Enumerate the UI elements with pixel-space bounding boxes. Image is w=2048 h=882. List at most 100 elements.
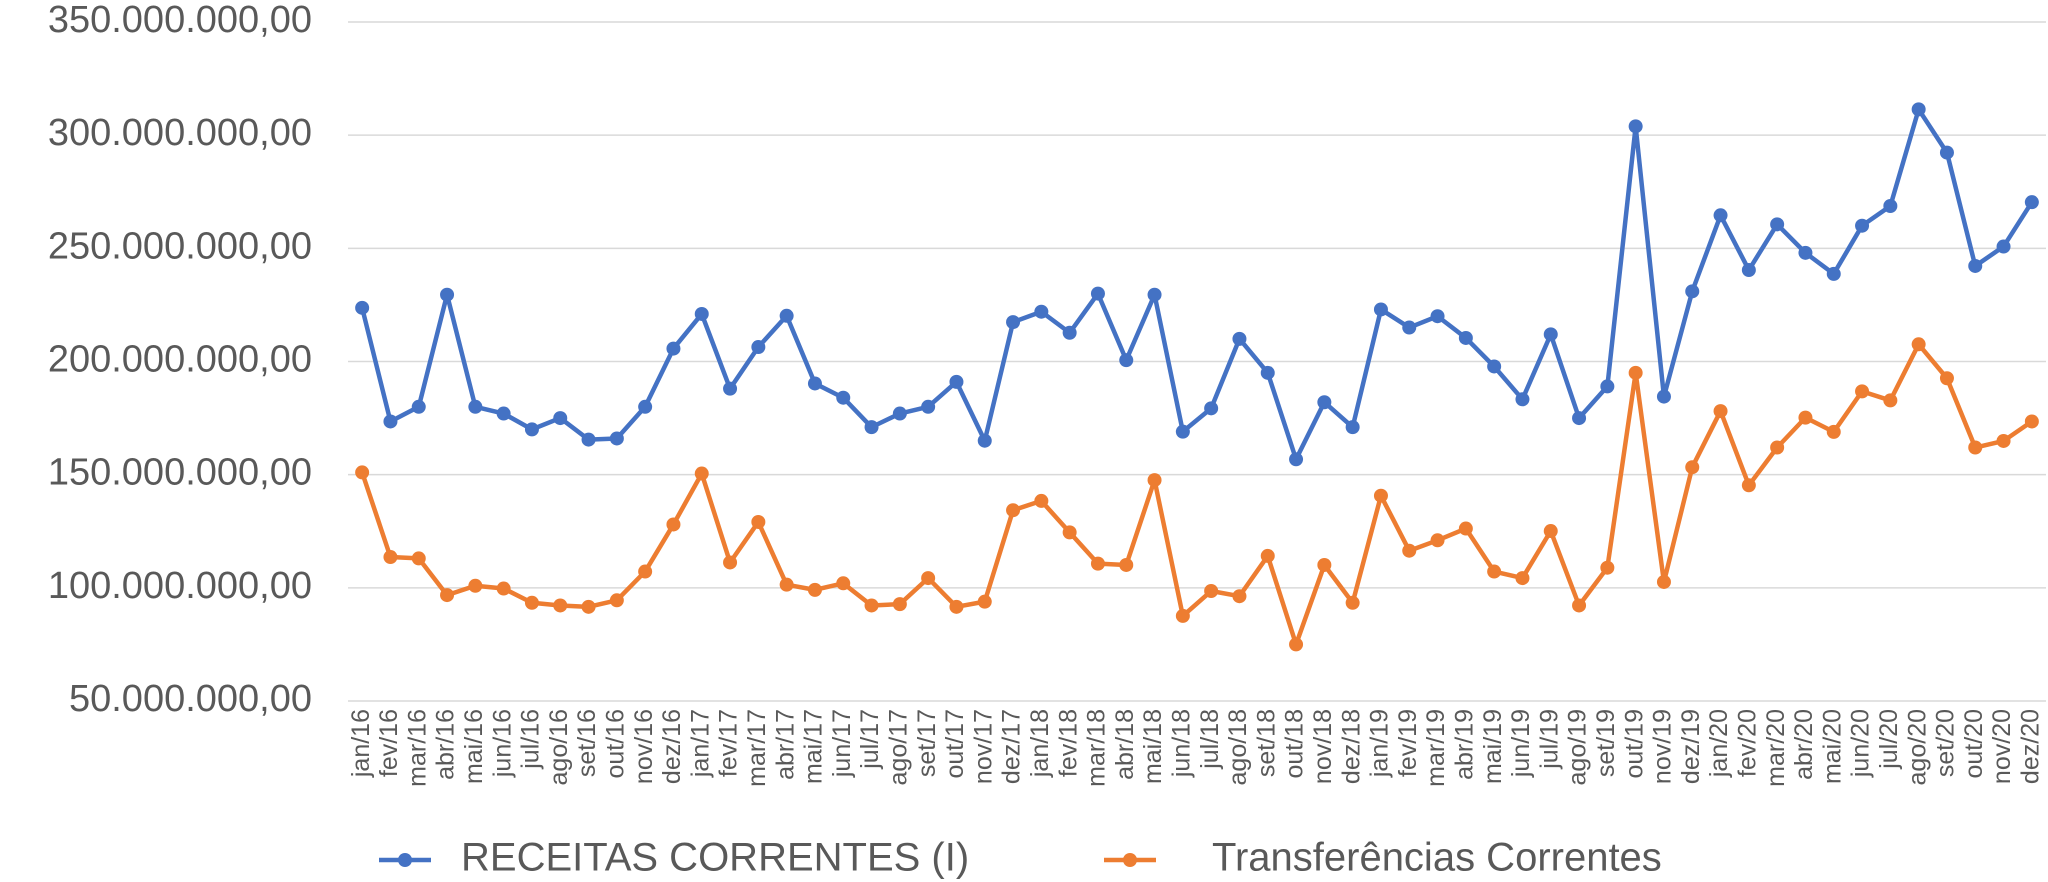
legend-label: Transferências Correntes (1212, 836, 1662, 880)
point (1260, 548, 1275, 563)
x-tick-label: ago/20 (1903, 709, 1931, 785)
point (609, 593, 624, 608)
point (468, 578, 483, 593)
point (949, 374, 964, 389)
x-tick-label: jan/19 (1366, 709, 1394, 778)
point (1006, 315, 1021, 330)
x-tick-label: jun/16 (488, 709, 516, 778)
x-tick-label: mar/19 (1422, 709, 1450, 787)
point (864, 598, 879, 613)
y-tick-label: 350.000.000,00 (48, 0, 312, 41)
y-tick-label: 100.000.000,00 (48, 565, 312, 607)
point (1373, 488, 1388, 503)
point (1204, 401, 1219, 416)
point (1515, 571, 1530, 586)
point (1883, 199, 1898, 214)
point (1770, 217, 1785, 232)
point (1090, 286, 1105, 301)
x-tick-label: jul/19 (1535, 709, 1563, 770)
point (383, 550, 398, 565)
point (836, 390, 851, 405)
point (1062, 325, 1077, 340)
point (411, 551, 426, 566)
point (779, 308, 794, 323)
x-tick-label: fev/17 (715, 709, 743, 777)
point (1883, 393, 1898, 408)
x-tick-label: nov/17 (969, 709, 997, 784)
point (1147, 287, 1162, 302)
point (1798, 245, 1813, 260)
point (1543, 327, 1558, 342)
x-tick-label: mai/18 (1139, 709, 1167, 784)
point (1317, 557, 1332, 572)
point (1487, 564, 1502, 579)
x-tick-label: fev/19 (1394, 709, 1422, 777)
point (1204, 584, 1219, 599)
x-tick-label: fev/18 (1054, 709, 1082, 777)
x-tick-label: mar/18 (1083, 709, 1111, 787)
x-tick-label: fev/20 (1733, 709, 1761, 777)
x-tick-label: nov/19 (1649, 709, 1677, 784)
x-tick-label: nov/16 (630, 709, 658, 784)
point (1968, 440, 1983, 455)
x-tick-label: ago/16 (545, 709, 573, 785)
point (807, 376, 822, 391)
point (1939, 371, 1954, 386)
point (1345, 420, 1360, 435)
x-tick-label: jul/17 (856, 709, 884, 770)
x-tick-label: out/17 (941, 709, 969, 779)
x-tick-label: out/16 (601, 709, 629, 779)
point (1175, 424, 1190, 439)
point (581, 599, 596, 614)
series-line (359, 107, 2034, 462)
point (1996, 239, 2011, 254)
x-tick-label: set/20 (1932, 709, 1960, 777)
x-tick-label: out/20 (1960, 709, 1988, 779)
x-tick-label: abr/17 (771, 709, 799, 780)
point (524, 595, 539, 610)
point (977, 594, 992, 609)
point (1656, 574, 1671, 589)
x-tick-label: jun/18 (1167, 709, 1195, 778)
point (2024, 414, 2039, 429)
point (609, 431, 624, 446)
point (1911, 337, 1926, 352)
point (1855, 218, 1870, 233)
point (807, 582, 822, 597)
point (1911, 102, 1926, 117)
x-tick-label: mar/17 (743, 709, 771, 787)
point (1628, 365, 1643, 380)
point (440, 588, 455, 603)
point (1317, 395, 1332, 410)
x-tick-label: mai/16 (460, 709, 488, 784)
y-tick-label: 200.000.000,00 (48, 339, 312, 381)
x-tick-label: nov/18 (1309, 709, 1337, 784)
x-tick-label: jan/16 (347, 709, 375, 778)
point (751, 340, 766, 355)
point (383, 414, 398, 429)
x-tick-label: abr/20 (1790, 709, 1818, 780)
point (1741, 263, 1756, 278)
x-tick-label: jun/19 (1507, 709, 1535, 778)
x-tick-label: ago/18 (1224, 709, 1252, 785)
y-tick-label: 50.000.000,00 (69, 678, 312, 720)
point (949, 599, 964, 614)
x-tick-label: mai/19 (1479, 709, 1507, 784)
point (2024, 195, 2039, 210)
point (1119, 557, 1134, 572)
point (921, 399, 936, 414)
point (694, 466, 709, 481)
point (1147, 473, 1162, 488)
point (1685, 284, 1700, 299)
point (1345, 595, 1360, 610)
point (864, 420, 879, 435)
x-tick-label: jul/16 (517, 709, 545, 770)
point (496, 406, 511, 421)
x-tick-label: jan/17 (686, 709, 714, 778)
point (581, 432, 596, 447)
point (1034, 304, 1049, 319)
x-tick-label: jun/17 (828, 709, 856, 778)
point (751, 514, 766, 529)
x-tick-label: mar/16 (403, 709, 431, 787)
